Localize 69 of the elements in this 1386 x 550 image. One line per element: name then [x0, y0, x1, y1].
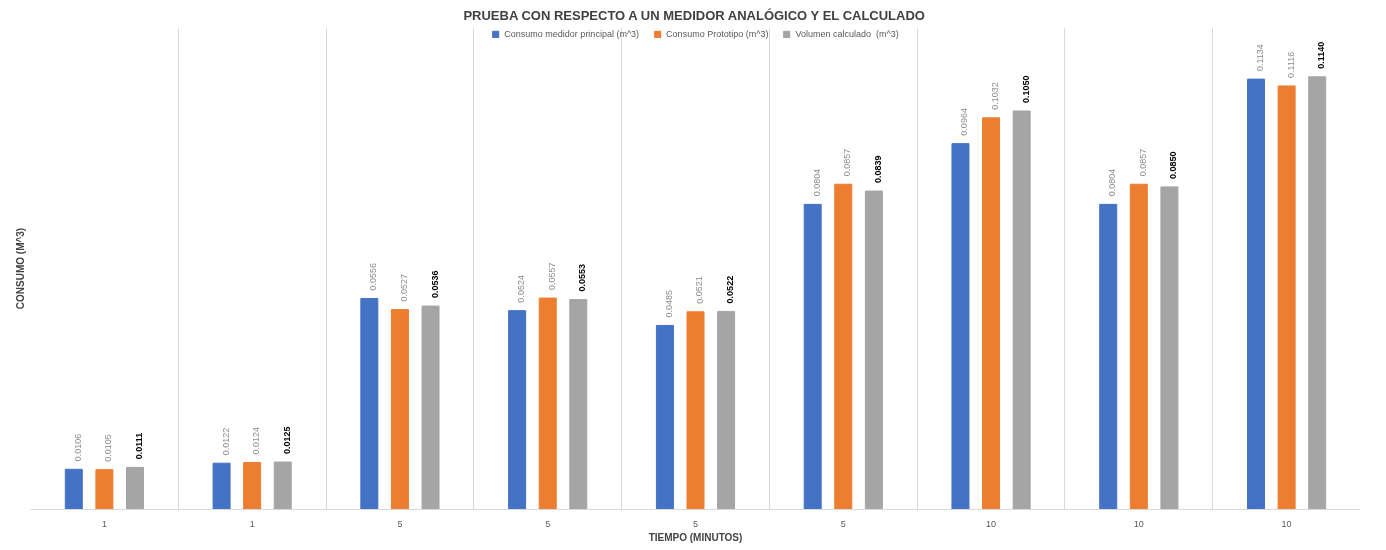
bar: [360, 297, 379, 510]
data-label: 0.0124: [251, 426, 262, 455]
legend-label: Consumo medidor principal (m^3): [504, 29, 640, 39]
data-label: 0.0556: [368, 262, 379, 291]
bar: [717, 310, 736, 510]
bar: [803, 203, 822, 510]
bar: [390, 308, 409, 510]
bar: [982, 117, 1001, 510]
bar: [834, 183, 853, 510]
data-label: 0.0522: [725, 275, 736, 304]
bar: [864, 190, 883, 510]
data-label: 0.0527: [398, 273, 409, 302]
bar: [538, 297, 557, 510]
bar: [686, 311, 705, 510]
legend-label: Consumo Prototipo (m^3): [666, 29, 769, 39]
data-label: 0.0857: [842, 148, 853, 177]
x-tick-label: 1: [101, 518, 107, 529]
bar: [1012, 110, 1031, 510]
bar: [64, 468, 83, 510]
data-label: 0.0804: [811, 168, 822, 197]
data-label: 0.1050: [1020, 75, 1031, 103]
bar: [1277, 85, 1296, 510]
x-axis-title: TIEMPO (MINUTOS): [648, 531, 743, 543]
bar: [951, 143, 970, 510]
bar: [569, 299, 588, 510]
bar: [1099, 203, 1118, 510]
legend-label: Volumen calculado (m^3): [795, 29, 899, 39]
data-label: 0.0125: [281, 426, 292, 455]
chart-title: PRUEBA CON RESPECTO A UN MEDIDOR ANALÓGICO Y EL CALCULADO: [463, 7, 925, 23]
bar: [243, 461, 262, 510]
bar: [1160, 186, 1179, 510]
x-tick-label: 10: [1133, 518, 1144, 529]
data-label: 0.1116: [1285, 51, 1296, 78]
bar: [421, 305, 440, 510]
x-tick-label: 10: [1281, 518, 1292, 529]
data-label: 0.0122: [220, 427, 231, 456]
x-tick-label: 5: [693, 518, 699, 529]
x-tick-label: 10: [986, 518, 997, 529]
bar: [1129, 183, 1148, 510]
x-tick-label: 1: [249, 518, 255, 529]
data-label: 0.0536: [429, 270, 440, 299]
bar: [655, 324, 674, 510]
bar: [273, 461, 292, 510]
x-tick-label: 5: [545, 518, 551, 529]
bar: [508, 310, 527, 510]
data-label: 0.0557: [546, 262, 557, 291]
data-label: 0.0111: [133, 432, 144, 460]
data-label: 0.0485: [663, 289, 674, 318]
bar: [212, 462, 231, 510]
data-label: 0.0857: [1137, 148, 1148, 177]
y-axis-title: CONSUMO (M^3): [14, 227, 26, 310]
bar: [125, 466, 144, 510]
data-label: 0.0553: [577, 264, 588, 292]
data-label: 0.1140: [1316, 41, 1327, 69]
data-label: 0.1134: [1255, 44, 1266, 72]
data-label: 0.0524: [516, 275, 527, 303]
bar: [1247, 78, 1266, 510]
data-label: 0.0964: [959, 108, 970, 136]
data-label: 0.0105: [103, 434, 114, 462]
bar: [95, 469, 114, 510]
data-label: 0.0839: [872, 155, 883, 184]
x-tick-label: 5: [397, 518, 403, 529]
data-label: 0.0850: [1168, 151, 1179, 179]
data-label: 0.0804: [1107, 168, 1118, 197]
data-label: 0.0521: [694, 276, 705, 304]
data-label: 0.1032: [990, 82, 1001, 110]
data-label: 0.0106: [72, 433, 83, 462]
bar: [1308, 76, 1327, 510]
x-tick-label: 5: [840, 518, 846, 529]
